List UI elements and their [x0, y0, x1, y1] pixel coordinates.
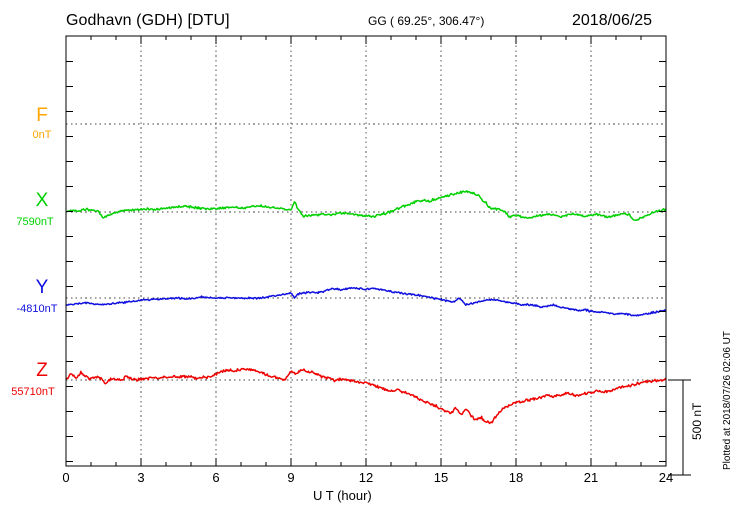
grid-layer — [66, 36, 666, 466]
component-label-f: F — [36, 105, 48, 126]
observation-date: 2018/06/25 — [572, 12, 653, 29]
x-tick-label-24: 24 — [658, 470, 674, 485]
x-tick-label-18: 18 — [508, 470, 524, 485]
component-value-f: 0nT — [32, 129, 52, 141]
x-tick-label-3: 3 — [137, 470, 145, 485]
x-tick-label-12: 12 — [358, 470, 374, 485]
component-label-x: X — [35, 190, 49, 211]
x-tick-label-15: 15 — [433, 470, 449, 485]
geographic-coordinates: GG ( 69.25°, 306.47°) — [368, 14, 485, 28]
component-value-z: 55710nT — [11, 386, 55, 398]
x-tick-label-21: 21 — [583, 470, 599, 485]
component-value-x: 7590nT — [16, 216, 54, 228]
trace-layer — [66, 190, 666, 425]
plotted-timestamp: Plotted at 2018/07/26 02:06 UT — [722, 331, 730, 470]
scalebar-label: 500 nT — [690, 402, 704, 440]
page-title: Godhavn (GDH) [DTU] — [66, 12, 230, 29]
component-label-y: Y — [35, 277, 49, 298]
component-label-z: Z — [36, 360, 48, 381]
x-axis-title: U T (hour) — [313, 488, 372, 503]
axis-frame — [65, 35, 667, 467]
x-tick-label-9: 9 — [287, 470, 295, 485]
scalebar — [668, 379, 691, 476]
x-tick-label-6: 6 — [212, 470, 220, 485]
x-tick-label-0: 0 — [62, 470, 70, 485]
component-value-y: -4810nT — [16, 303, 58, 315]
